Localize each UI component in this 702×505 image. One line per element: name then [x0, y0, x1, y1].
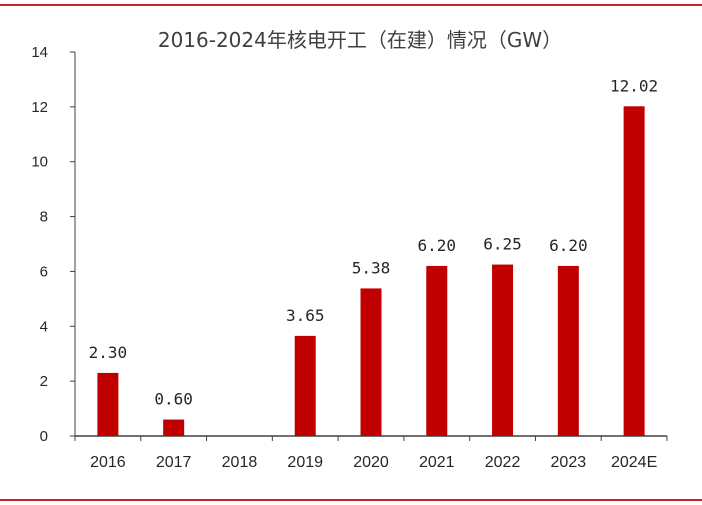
data-label-2022: 6.25 [483, 235, 522, 254]
bar-2022 [492, 264, 514, 436]
data-label-2019: 3.65 [286, 306, 325, 325]
y-axis: 0 2 4 6 8 10 12 14 [31, 44, 76, 445]
data-label-2016: 2.30 [89, 343, 128, 362]
bar-2019 [294, 335, 316, 436]
chart-title: 2016-2024年核电开工（在建）情况（GW） [158, 28, 562, 52]
top-rule [0, 4, 702, 6]
y-tick-label: 4 [40, 318, 48, 335]
y-tick-label: 6 [40, 263, 48, 280]
bar-2023 [557, 265, 579, 436]
bar-2017 [163, 419, 185, 436]
bar-2024E [623, 106, 645, 437]
x-tick-label: 2021 [419, 454, 455, 471]
x-tick-label: 2020 [353, 454, 389, 471]
x-tick-label: 2016 [90, 454, 126, 471]
x-tick-label: 2019 [287, 454, 323, 471]
bottom-rule [0, 499, 702, 501]
bar-2021 [426, 265, 448, 436]
y-tick-label: 14 [31, 44, 48, 61]
y-tick-label: 0 [40, 428, 48, 445]
data-label-2023: 6.20 [549, 236, 588, 255]
bar-series [97, 106, 645, 437]
x-axis: 2016 2017 2018 2019 2020 2021 2022 2023 2024E [74, 435, 668, 471]
bar-2016 [97, 372, 119, 436]
data-label-2021: 6.20 [418, 236, 457, 255]
bar-2020 [360, 288, 382, 436]
y-tick-label: 12 [31, 99, 48, 116]
x-tick-label: 2023 [551, 454, 587, 471]
x-tick-label: 2024E [611, 454, 657, 471]
x-tick-label: 2022 [485, 454, 521, 471]
data-label-2024E: 12.02 [610, 76, 658, 95]
x-tick-label: 2017 [156, 454, 192, 471]
data-labels: 2.30 0.60 3.65 5.38 6.20 6.25 6.20 12.02 [89, 76, 659, 408]
data-label-2020: 5.38 [352, 258, 391, 277]
y-tick-label: 10 [31, 154, 48, 171]
y-tick-label: 8 [40, 209, 48, 226]
x-tick-label: 2018 [222, 454, 258, 471]
y-tick-label: 2 [40, 373, 48, 390]
data-label-2017: 0.60 [154, 390, 193, 409]
